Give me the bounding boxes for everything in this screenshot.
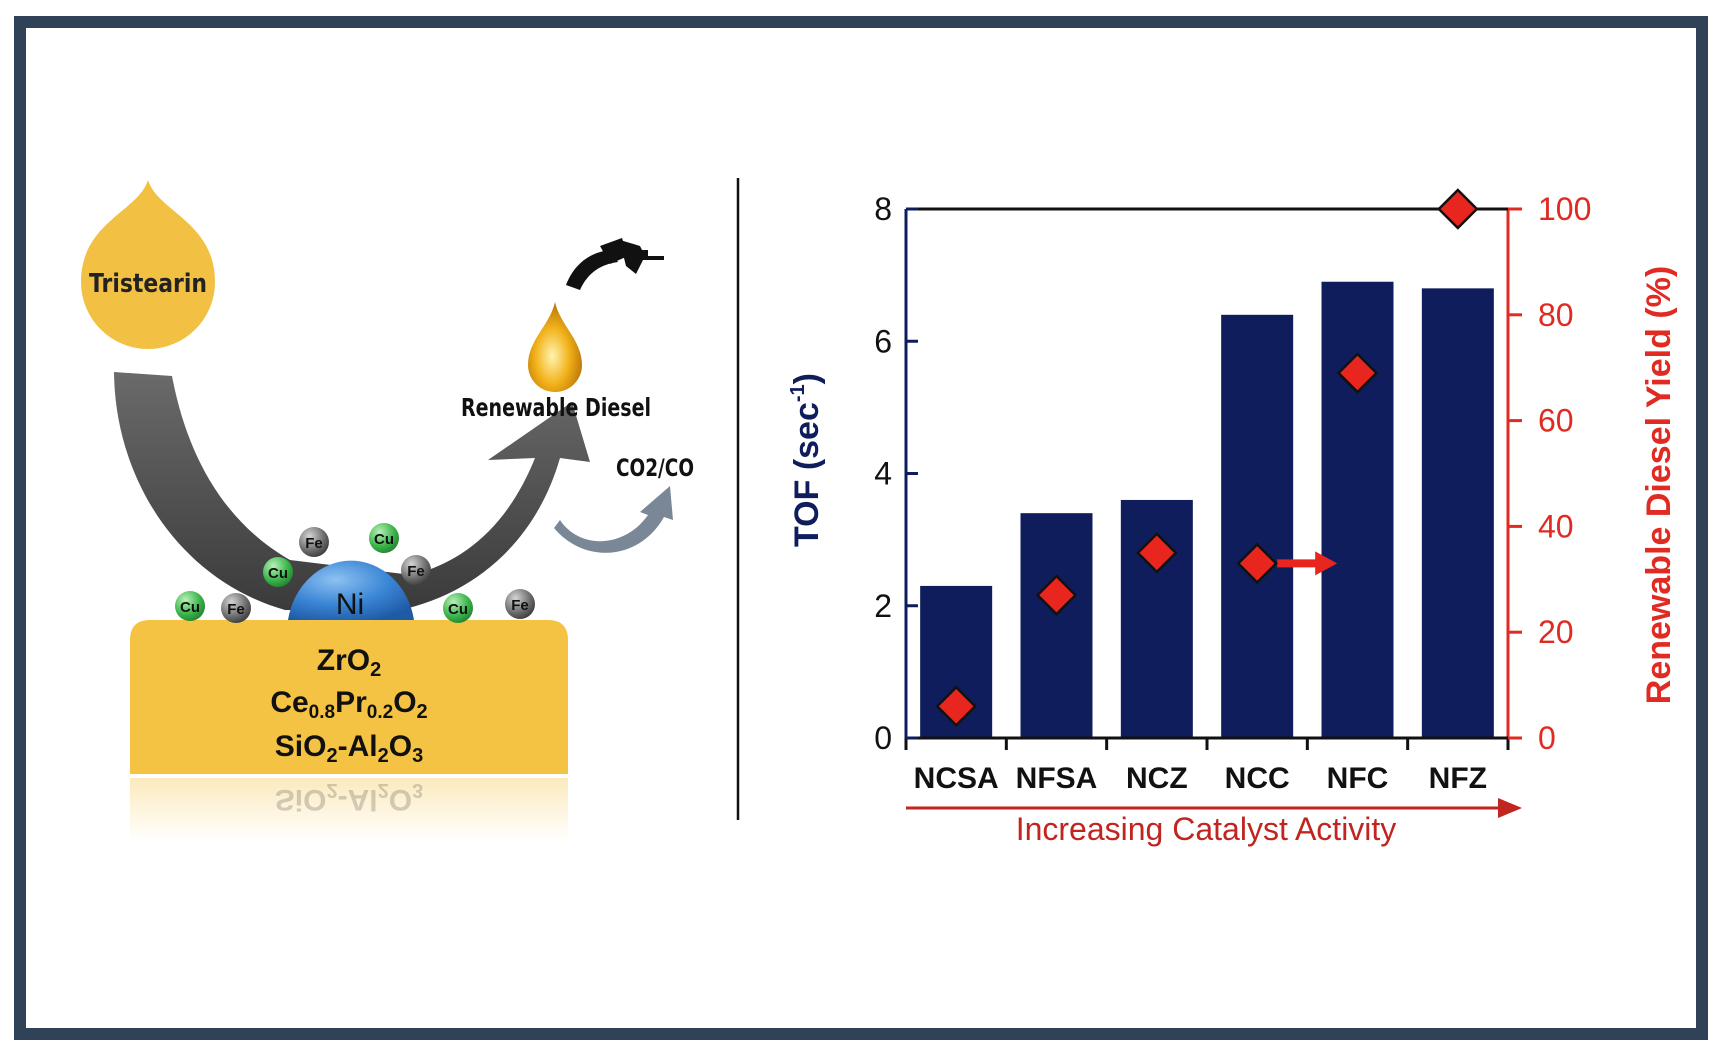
y2-tick-label: 80 [1538,297,1574,333]
right-axis-ticks: 0 20 40 60 80 100 [1508,191,1591,756]
annotation-arrow [906,551,1522,818]
y-tick-label: 6 [874,323,892,359]
y-tick-label: 2 [874,588,892,624]
support-reflection-text: SiO2-Al2O3 [275,779,423,816]
category-label-ncc: NCC [1225,762,1290,795]
y-tick-label: 8 [874,191,892,227]
bar-nfsa [1020,513,1093,738]
bar-nfz [1421,288,1494,738]
category-labels: NCSA NFSA NCZ NCC NFC NFZ [914,762,1487,795]
ni-particle [288,560,414,620]
ni-label: Ni [336,588,364,621]
category-label-ncz: NCZ [1126,762,1188,795]
promoter-atom-label: Cu [448,601,468,618]
axes [904,207,1510,750]
reaction-scheme: Tristearin CO2/CO Renewable Diesel ZrO2 … [80,180,694,842]
left-axis-ticks: 0 2 4 6 8 [874,191,918,756]
promoter-atom-cu: Cu [369,523,399,553]
y2-tick-label: 100 [1538,191,1591,227]
byproduct-arrow-icon [554,486,673,553]
category-label-nfc: NFC [1327,762,1389,795]
promoter-atom-fe: Fe [505,589,535,619]
droplet-icon [80,180,215,350]
bar-series [920,281,1494,738]
feed-label: Tristearin [89,269,207,299]
byproduct-label: CO2/CO [616,454,694,482]
promoter-atom-fe: Fe [299,527,329,557]
promoter-atom-cu: Cu [443,593,473,623]
promoter-atom-label: Fe [407,563,425,580]
promoter-atom-label: Cu [268,565,288,582]
trend-arrow-head [1498,798,1522,818]
curved-arrow-icon [114,372,590,612]
promoter-atom-label: Cu [180,599,200,616]
y-tick-label: 4 [874,456,892,492]
promoter-atom-cu: Cu [175,591,205,621]
yield-marker-nfsa [1035,574,1078,616]
fuel-nozzle-icon [566,238,664,290]
promoter-atom-label: Cu [374,531,394,548]
support-sio2-al2o3: SiO2-Al2O3 [275,730,423,767]
promoter-atom-label: Fe [511,597,529,614]
category-label-nfsa: NFSA [1016,762,1098,795]
yield-marker-ncsa [935,685,977,728]
support-reflection [130,778,568,842]
yield-marker-nfz [1437,188,1479,230]
x-axis-title: Increasing Catalyst Activity [1016,811,1397,847]
category-label-ncsa: NCSA [914,762,999,795]
bar-ncc [1221,314,1294,738]
yield-marker-ncc [1236,542,1278,585]
promoter-atom-fe: Fe [221,593,251,623]
y2-axis-title: Renewable Diesel Yield (%) [1640,266,1678,704]
yield-axis-pointer-head [1315,551,1338,576]
promoter-atoms: Cu Fe Cu Fe Cu Fe Cu Fe [175,523,535,623]
y2-tick-label: 60 [1538,403,1574,439]
yield-series [935,188,1479,728]
bar-nfc [1321,281,1394,738]
product-label: Renewable Diesel [461,393,651,422]
y-axis-title-superscript: -1 [787,384,809,402]
y2-tick-label: 40 [1538,508,1574,544]
promoter-atom-label: Fe [227,601,245,618]
promoter-atom-cu: Cu [263,557,293,587]
promoter-atom-label: Fe [305,535,323,552]
y-axis-title: TOF (sec-1) [787,373,826,547]
y-tick-label: 0 [874,720,892,756]
yield-marker-ncz [1136,532,1178,574]
yield-marker-nfc [1336,352,1379,394]
category-label-nfz: NFZ [1429,762,1487,795]
y2-tick-label: 0 [1538,720,1556,756]
support-cepro: Ce0.8Pr0.2O2 [270,686,427,723]
oil-drop-icon [528,302,582,392]
catalyst-support [130,620,568,774]
promoter-atom-fe: Fe [401,555,431,585]
y2-tick-label: 20 [1538,614,1574,650]
